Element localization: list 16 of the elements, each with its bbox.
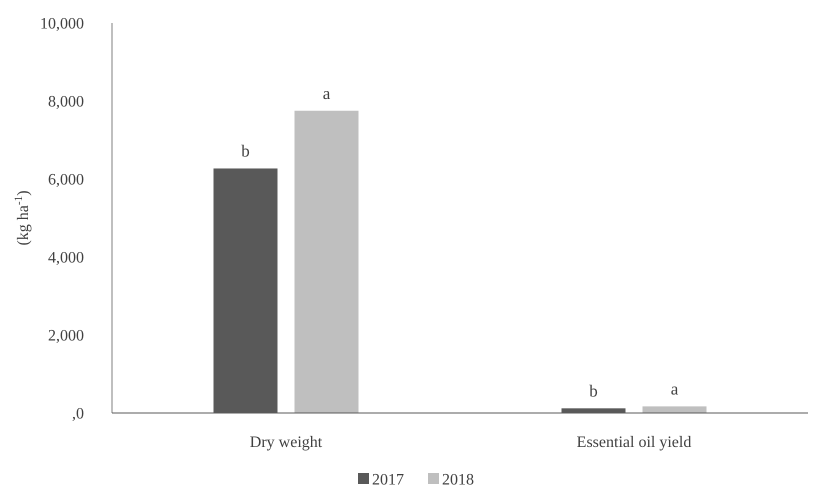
annotation: a (670, 379, 679, 398)
x-tick-label: Dry weight (250, 434, 323, 451)
bar (294, 110, 358, 413)
annotation: a (322, 84, 331, 103)
legend-label: 2017 (372, 472, 404, 489)
bar (642, 406, 706, 413)
annotation: b (241, 141, 250, 160)
y-tick-label: 8,000 (48, 94, 84, 111)
y-tick-label: 2,000 (48, 328, 84, 345)
y-tick-label: 10,000 (40, 16, 84, 33)
x-tick-label: Essential oil yield (576, 434, 692, 451)
legend-label: 2018 (442, 472, 474, 489)
annotation: b (589, 381, 598, 400)
y-tick-label: ,0 (72, 406, 84, 423)
y-tick-label: 4,000 (48, 250, 84, 267)
y-tick-label: 6,000 (48, 172, 84, 189)
